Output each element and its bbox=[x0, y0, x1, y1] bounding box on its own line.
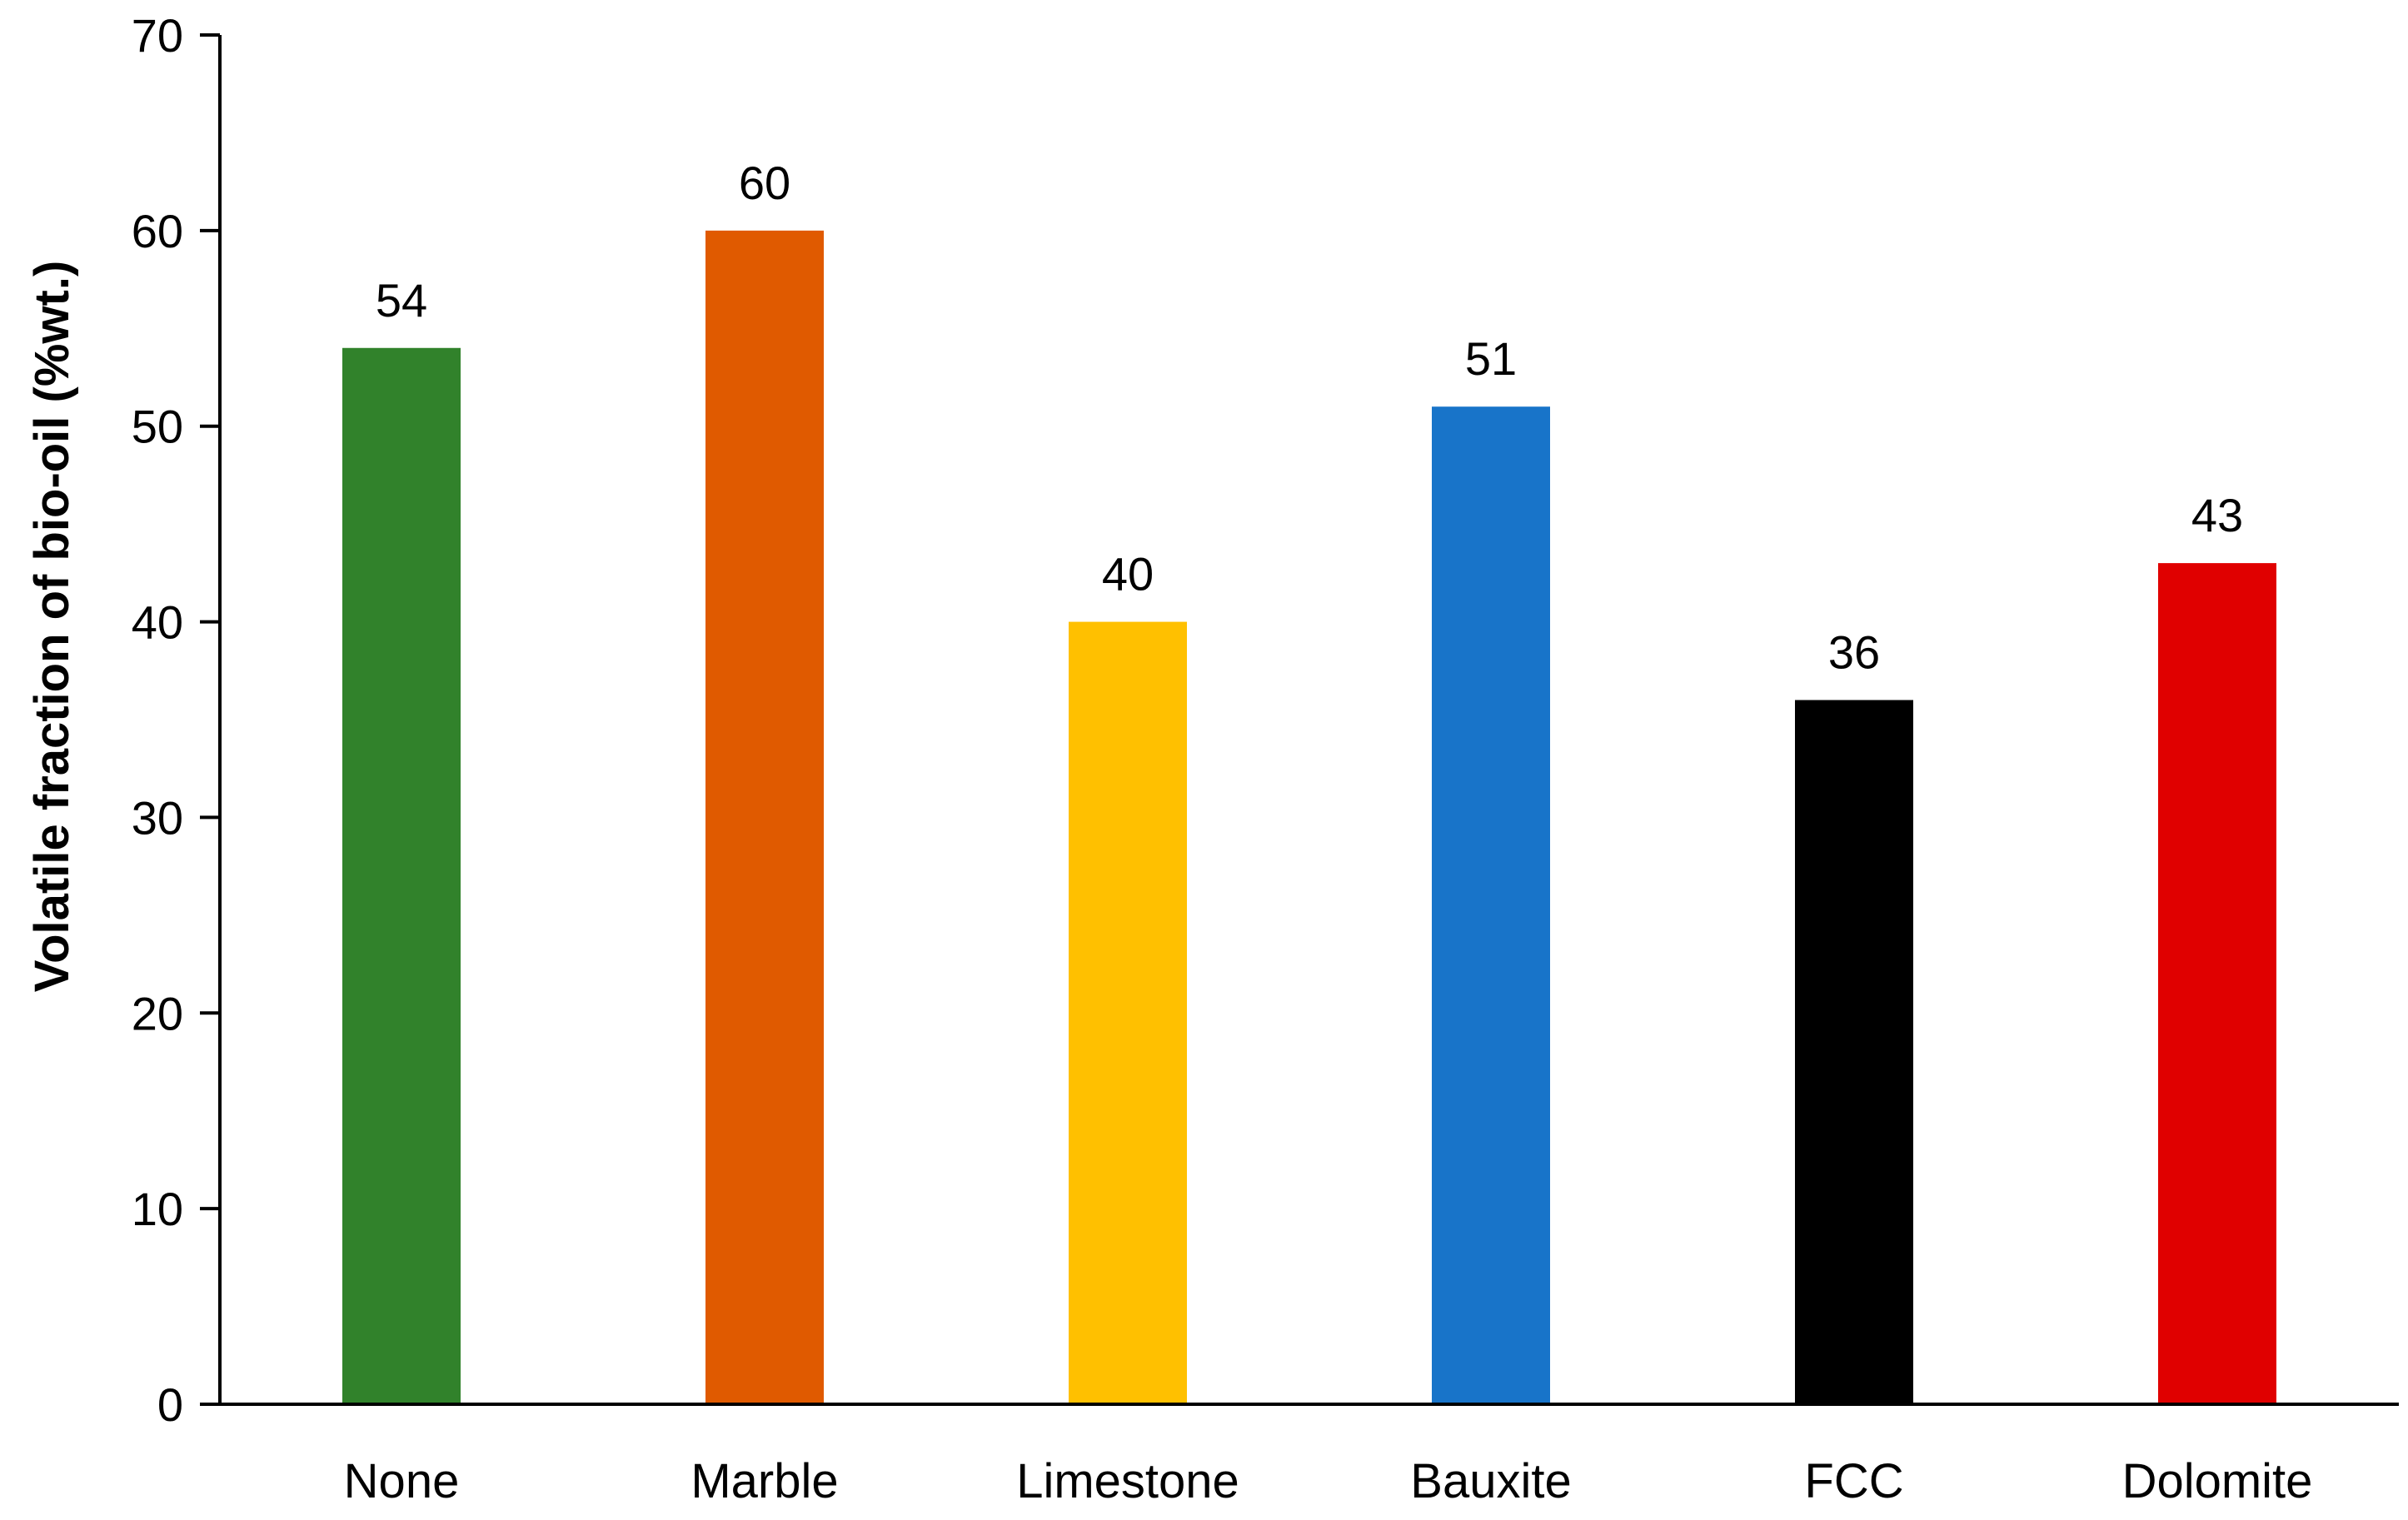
y-tick-label-40: 40 bbox=[132, 596, 183, 649]
y-tick-label-50: 50 bbox=[132, 401, 183, 453]
bar-dolomite bbox=[2158, 563, 2276, 1404]
category-label-bauxite: Bauxite bbox=[1410, 1454, 1571, 1508]
category-label-marble: Marble bbox=[690, 1454, 838, 1508]
data-label-none: 54 bbox=[376, 274, 427, 326]
y-tick-label-20: 20 bbox=[132, 987, 183, 1039]
data-label-dolomite: 43 bbox=[2191, 489, 2243, 541]
y-axis-title: Volatile fraction of bio-oil (%wt.) bbox=[25, 261, 79, 993]
y-tick-label-10: 10 bbox=[132, 1183, 183, 1235]
bar-marble bbox=[705, 230, 824, 1404]
bar-bauxite bbox=[1432, 406, 1550, 1405]
bars-layer bbox=[342, 230, 2276, 1405]
category-label-none: None bbox=[344, 1454, 460, 1508]
data-label-marble: 60 bbox=[739, 157, 790, 209]
y-tick-label-0: 0 bbox=[157, 1378, 183, 1431]
bar-fcc bbox=[1795, 700, 1913, 1404]
labels-layer: 54 None 60 Marble 40 Limestone 51 Bauxite 36 FCC 4… bbox=[132, 9, 2313, 1508]
y-tick-label-60: 60 bbox=[132, 205, 183, 257]
category-label-dolomite: Dolomite bbox=[2122, 1454, 2313, 1508]
data-label-fcc: 36 bbox=[1828, 626, 1880, 679]
data-label-bauxite: 51 bbox=[1465, 332, 1517, 385]
y-tick-label-30: 30 bbox=[132, 791, 183, 844]
bar-limestone bbox=[1069, 621, 1187, 1404]
y-tick-label-70: 70 bbox=[132, 9, 183, 62]
data-label-limestone: 40 bbox=[1102, 548, 1154, 601]
bar-none bbox=[342, 347, 461, 1404]
axes-layer bbox=[200, 33, 2399, 1406]
category-label-limestone: Limestone bbox=[1016, 1454, 1239, 1508]
category-label-fcc: FCC bbox=[1804, 1454, 1903, 1508]
